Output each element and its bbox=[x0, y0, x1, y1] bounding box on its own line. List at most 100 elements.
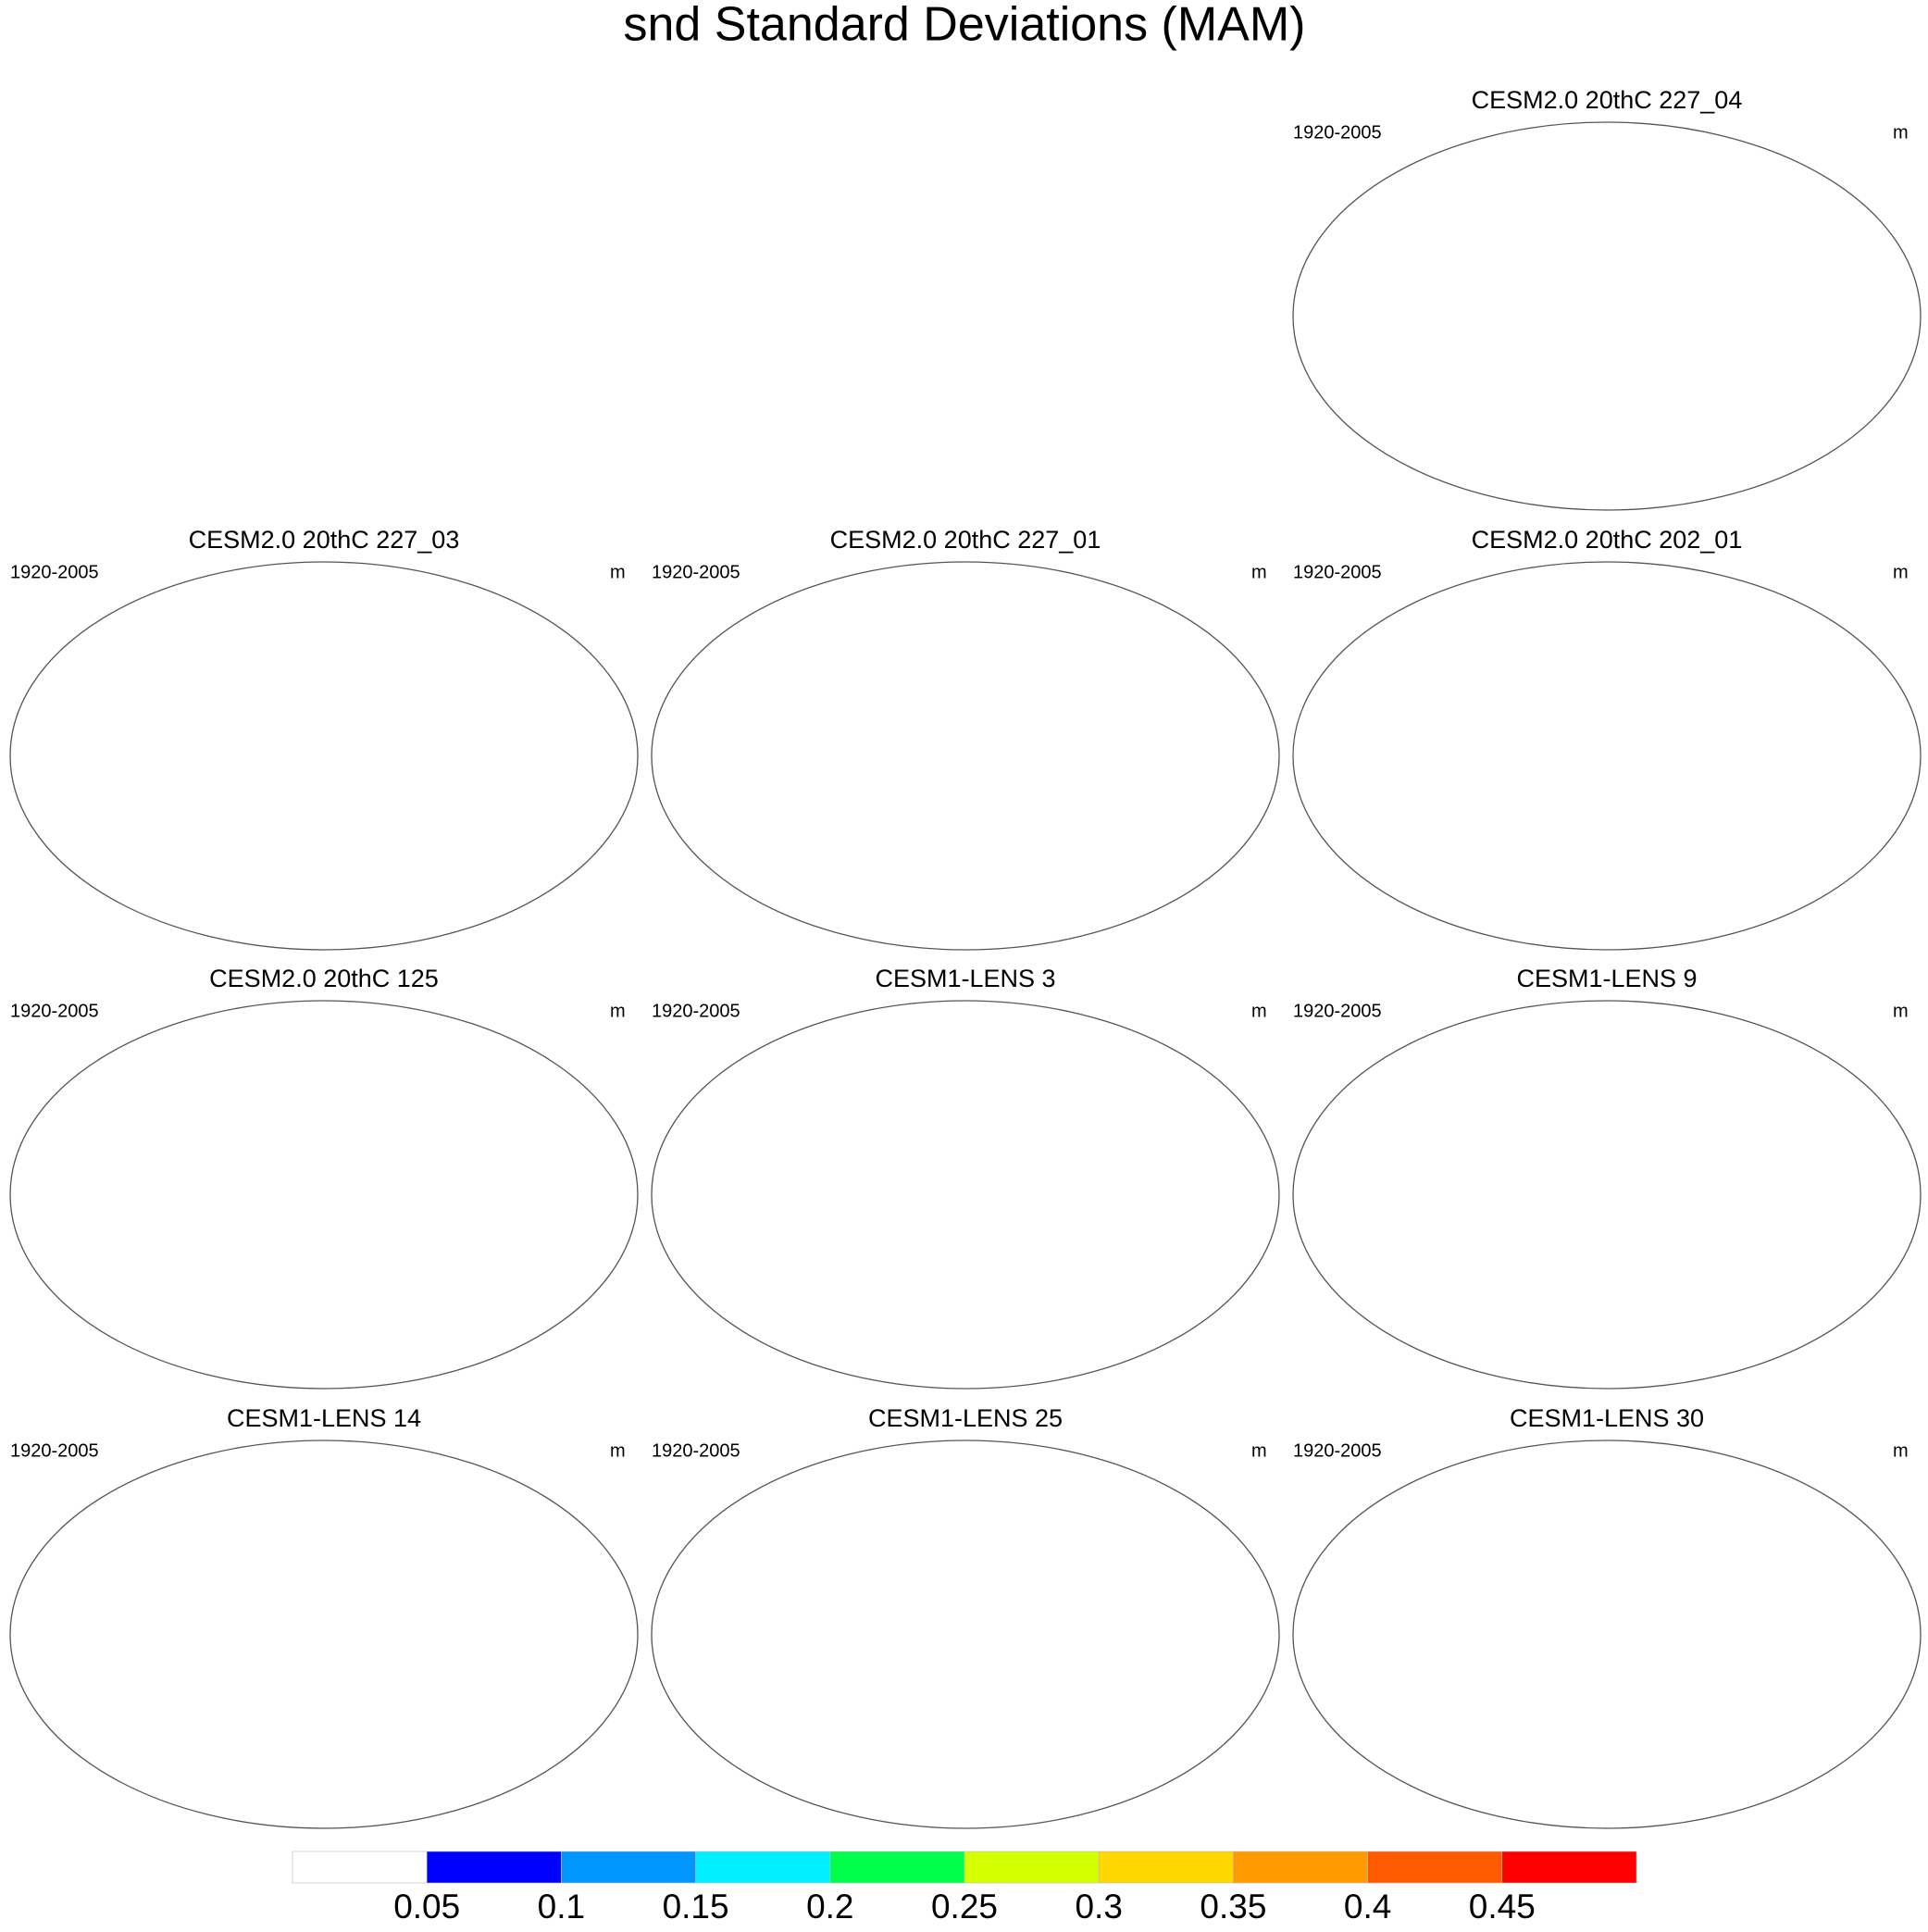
map-border bbox=[1292, 121, 1922, 511]
coastline bbox=[450, 775, 531, 911]
panel-title: CESM2.0 20thC 227_01 bbox=[830, 526, 1101, 554]
colorbar-label: 0.15 bbox=[663, 1888, 729, 1926]
colorbar-box bbox=[1098, 1851, 1234, 1884]
colorbar-box bbox=[292, 1851, 428, 1884]
panel-period: 1920-2005 bbox=[10, 1001, 99, 1021]
snow-region bbox=[500, 1487, 538, 1514]
coastline bbox=[73, 1117, 199, 1234]
coastline bbox=[155, 1697, 243, 1751]
snow-region bbox=[1406, 1047, 1506, 1074]
snow-region bbox=[110, 1553, 123, 1577]
panel-period: 1920-2005 bbox=[652, 1440, 740, 1461]
snow-region bbox=[424, 581, 462, 605]
panel-units: m bbox=[1893, 122, 1909, 143]
panel-period: 1920-2005 bbox=[1293, 562, 1382, 582]
coastline bbox=[1733, 1653, 1814, 1789]
map-layer bbox=[73, 1460, 619, 1821]
panel-units: m bbox=[610, 1001, 626, 1021]
snow-region bbox=[500, 1047, 538, 1074]
coastline bbox=[1670, 1518, 1764, 1635]
snow-region bbox=[1047, 1059, 1090, 1091]
map-border bbox=[651, 1440, 1280, 1829]
snow-region bbox=[110, 1114, 123, 1137]
snow-region bbox=[123, 1047, 223, 1074]
coastline bbox=[1437, 1697, 1525, 1751]
colorbar-label: 0.3 bbox=[1075, 1888, 1122, 1926]
snow-region bbox=[405, 1059, 449, 1091]
snow-region bbox=[1688, 620, 1732, 652]
coastline bbox=[1733, 335, 1814, 471]
snow-region bbox=[1374, 157, 1575, 219]
panel-title: CESM1-LENS 25 bbox=[868, 1404, 1063, 1432]
panel-units: m bbox=[610, 1440, 626, 1461]
panel-period: 1920-2005 bbox=[652, 562, 740, 582]
snow-region bbox=[877, 1353, 902, 1361]
snow-region bbox=[362, 1028, 412, 1047]
snow-region bbox=[92, 597, 292, 659]
map-panel: CESM1-LENS 25 1920-2005 m bbox=[651, 1404, 1280, 1829]
snow-region bbox=[1688, 181, 1732, 212]
map-border bbox=[1292, 1000, 1922, 1390]
coastline bbox=[1028, 640, 1123, 756]
snow-region bbox=[1374, 597, 1575, 659]
coastline bbox=[1846, 679, 1902, 776]
snow-region bbox=[733, 1476, 934, 1538]
snow-region bbox=[765, 608, 864, 635]
snow-region bbox=[1645, 1467, 1695, 1487]
snow-region bbox=[1588, 1467, 1746, 1541]
snow-region bbox=[424, 1460, 462, 1483]
coastline bbox=[1028, 1078, 1123, 1195]
colorbar-box bbox=[561, 1851, 696, 1884]
snow-region bbox=[1424, 911, 1788, 942]
coastline bbox=[387, 1078, 481, 1195]
map-panel: CESM2.0 20thC 227_03 1920-2005 m bbox=[9, 526, 639, 951]
map-layer bbox=[1356, 142, 1902, 503]
coastline bbox=[73, 1557, 199, 1674]
snow-region bbox=[1141, 1487, 1179, 1514]
snow-region bbox=[123, 1487, 223, 1514]
panel-units: m bbox=[610, 562, 626, 582]
snow-region bbox=[142, 1789, 505, 1821]
map-border bbox=[1292, 1440, 1922, 1829]
panel-title: CESM1-LENS 3 bbox=[875, 965, 1055, 992]
snow-region bbox=[1406, 168, 1506, 195]
snow-region bbox=[1707, 142, 1745, 165]
snow-region bbox=[123, 608, 223, 635]
snow-region bbox=[1688, 1499, 1732, 1530]
coastline bbox=[1670, 200, 1764, 317]
snow-region bbox=[752, 1553, 765, 1577]
snow-region bbox=[947, 1467, 1104, 1541]
colorbar-label: 0.4 bbox=[1344, 1888, 1391, 1926]
snow-region bbox=[1519, 1353, 1544, 1361]
coastline bbox=[563, 1117, 619, 1215]
snow-region bbox=[1645, 1028, 1695, 1047]
snow-region bbox=[1047, 1499, 1090, 1530]
snow-region bbox=[1645, 589, 1695, 608]
map-panel: CESM2.0 20thC 202_01 1920-2005 m bbox=[1292, 526, 1922, 951]
snow-region bbox=[305, 1028, 462, 1102]
coastline bbox=[1846, 239, 1902, 336]
coastline bbox=[1356, 679, 1482, 795]
map-panel: CESM2.0 20thC 227_01 1920-2005 m bbox=[651, 526, 1280, 951]
coastline bbox=[1846, 1117, 1902, 1215]
snow-region bbox=[92, 1476, 292, 1538]
snow-region bbox=[1003, 589, 1053, 608]
coastline bbox=[387, 1518, 481, 1635]
snow-region bbox=[1588, 589, 1746, 663]
panel-period: 1920-2005 bbox=[10, 1440, 99, 1461]
coastline bbox=[715, 1557, 840, 1674]
colorbar-box bbox=[1233, 1851, 1368, 1884]
snow-region bbox=[236, 1793, 261, 1801]
panel-units: m bbox=[1251, 562, 1267, 582]
snow-region bbox=[1393, 1553, 1406, 1577]
map-layer bbox=[73, 1020, 619, 1381]
snow-region bbox=[1519, 1793, 1544, 1801]
snow-region bbox=[1393, 1114, 1406, 1137]
coastline bbox=[1356, 1117, 1482, 1234]
coastline bbox=[1091, 1214, 1173, 1350]
snow-region bbox=[1141, 608, 1179, 635]
colorbar-label: 0.2 bbox=[806, 1888, 853, 1926]
snow-region bbox=[1588, 1028, 1746, 1102]
coastline bbox=[1670, 640, 1764, 756]
